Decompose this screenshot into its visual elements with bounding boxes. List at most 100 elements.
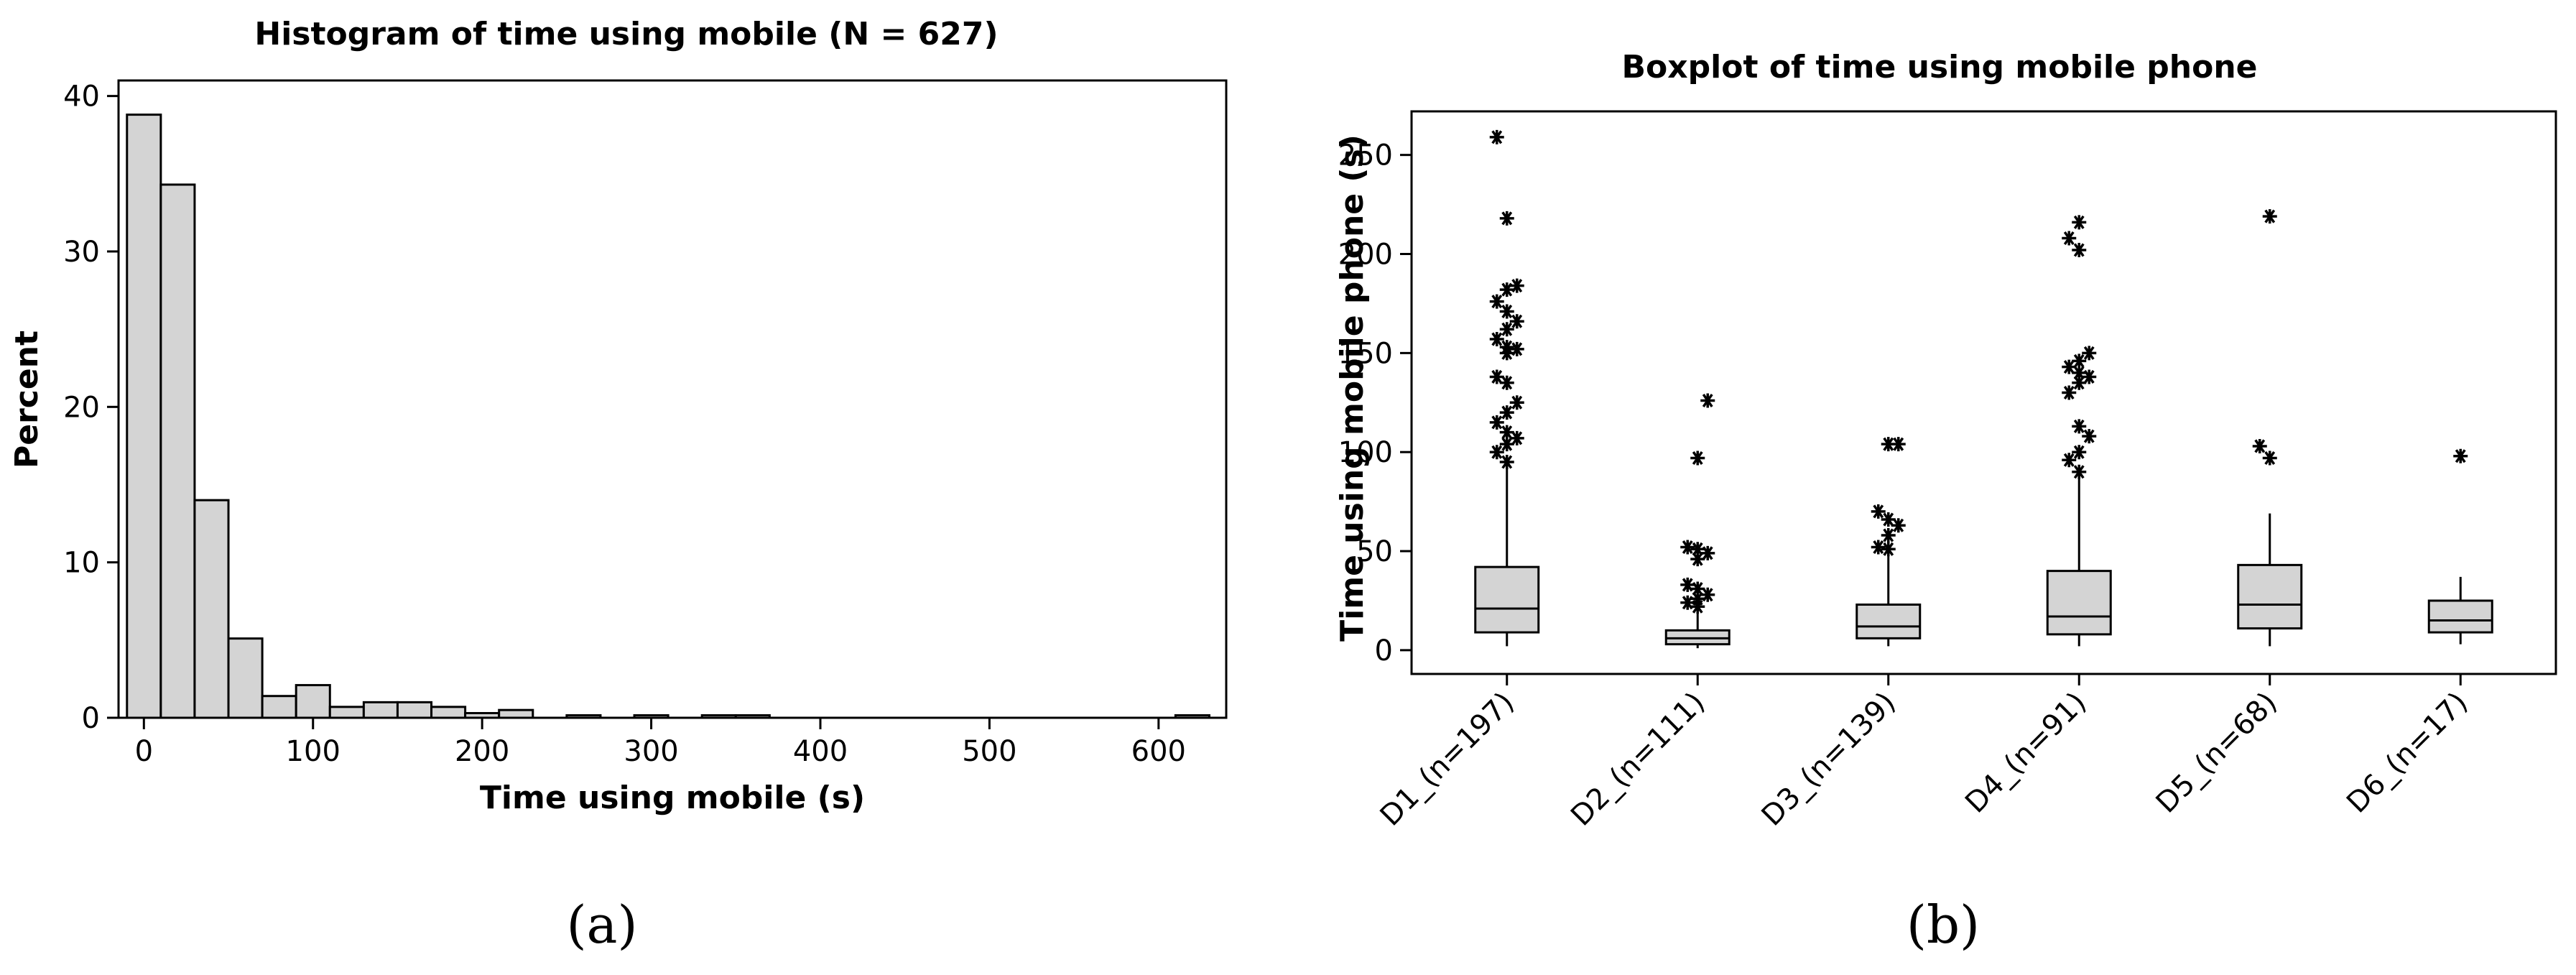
boxplot-outlier-point (1690, 552, 1705, 567)
boxplot-outlier-point (1499, 375, 1514, 390)
boxplot-outlier-point (1489, 129, 1504, 144)
boxplot-outlier-point (2072, 365, 2087, 380)
boxplot-outlier-point (1680, 577, 1695, 592)
boxplot-outlier-point (1499, 304, 1514, 319)
panel-label-a: (a) (566, 895, 637, 955)
boxplot-outlier-point (2082, 369, 2097, 384)
histogram-x-tick-label: 100 (286, 735, 340, 768)
histogram-x-tick-label: 0 (135, 735, 153, 768)
boxplot-outlier-point (1499, 282, 1514, 297)
boxplot-outlier-point (1489, 294, 1504, 309)
boxplot-boxes (1474, 129, 2493, 649)
boxplot-box-group (1855, 437, 1922, 647)
boxplot-outlier-point (1690, 581, 1705, 596)
boxplot-y-tick-label: 0 (1375, 634, 1393, 667)
histogram-bars (126, 114, 1210, 719)
boxplot-category-label: D1_(n=197) (1374, 686, 1521, 833)
histogram-y-tick-label: 30 (63, 236, 100, 269)
boxplot-outlier-point (1881, 437, 1896, 452)
boxplot-box (1474, 565, 1540, 634)
histogram-bar (126, 114, 162, 719)
boxplot-outlier-point (1881, 512, 1896, 527)
boxplot-outlier-point (1509, 314, 1524, 329)
boxplot-panel: Boxplot of time using mobile phone 0 50 10… (1334, 49, 2557, 955)
boxplot-category-label: D2_(n=111) (1565, 686, 1711, 833)
histogram-y-tick-label: 0 (82, 702, 100, 735)
boxplot-box-group (1474, 129, 1540, 647)
boxplot-outlier-point (1680, 540, 1695, 555)
boxplot-outlier-point (1881, 542, 1896, 557)
boxplot-outlier-point (2062, 359, 2077, 374)
boxplot-outlier-point (2453, 448, 2468, 463)
boxplot-outlier-point (2252, 438, 2267, 453)
boxplot-box (2237, 563, 2303, 630)
boxplot-y-tick-label: 150 (1338, 337, 1393, 370)
boxplot-outlier-point (2072, 445, 2087, 460)
histogram-x-tick-label: 400 (793, 735, 848, 768)
histogram-title: Histogram of time using mobile (N = 627) (254, 16, 998, 52)
boxplot-outlier-point (1499, 405, 1514, 420)
histogram-frame (117, 79, 1228, 719)
histogram-panel: Histogram of time using mobile (N = 627)… (9, 16, 1228, 955)
boxplot-outlier-point (1680, 595, 1695, 610)
histogram-bar (362, 701, 399, 719)
boxplot-category-label: D3_(n=139) (1756, 686, 1902, 833)
boxplot-box-group (2427, 448, 2493, 644)
boxplot-outlier-point (1509, 430, 1524, 445)
boxplot-box (2427, 599, 2493, 634)
boxplot-outlier-point (1509, 395, 1524, 410)
histogram-bar (193, 499, 230, 719)
boxplot-outlier-point (1499, 340, 1514, 355)
boxplot-outlier-point (2072, 375, 2087, 390)
boxplot-outlier-point (1489, 332, 1504, 347)
boxplot-frame (1410, 110, 2557, 675)
boxplot-title: Boxplot of time using mobile phone (1622, 49, 2258, 86)
boxplot-outlier-point (1499, 425, 1514, 440)
boxplot-category-label: D5_(n=68) (2150, 686, 2284, 820)
boxplot-y-tick-label: 200 (1338, 239, 1393, 272)
boxplot-outlier-point (1489, 445, 1504, 460)
boxplot-outlier-point (1700, 587, 1715, 602)
boxplot-outlier-point (1690, 591, 1705, 606)
boxplot-outlier-point (2082, 429, 2097, 444)
boxplot-box-group (2237, 209, 2303, 647)
histogram-bar (295, 684, 331, 719)
boxplot-outlier-point (1871, 540, 1886, 555)
boxplot-outlier-point (1690, 450, 1705, 466)
boxplot-outlier-point (1690, 542, 1705, 557)
boxplot-outlier-point (1499, 454, 1514, 469)
boxplot-outlier-point (1509, 278, 1524, 293)
boxplot-outlier-point (1489, 369, 1504, 384)
boxplot-outlier-point (1891, 518, 1906, 533)
boxplot-outlier-point (2072, 242, 2087, 257)
boxplot-y-tick-label: 250 (1338, 139, 1393, 172)
histogram-x-axis-label: Time using mobile (s) (480, 780, 865, 816)
boxplot-outlier-point (2062, 385, 2077, 400)
boxplot-outlier-point (1499, 322, 1514, 337)
histogram-bar (430, 706, 467, 719)
boxplot-outlier-point (1700, 393, 1715, 408)
boxplot-outlier-point (2262, 450, 2277, 466)
boxplot-outlier-point (1509, 341, 1524, 356)
boxplot-outlier-point (1499, 437, 1514, 452)
histogram-bar (498, 708, 534, 719)
histogram-x-tick-label: 600 (1131, 735, 1186, 768)
histogram-bar (396, 701, 433, 719)
boxplot-outlier-point (2072, 215, 2087, 230)
boxplot-x-ticks: D1_(n=197) D2_(n=111) D3_(n=139) D4_(n=91) D… (1374, 674, 2474, 833)
histogram-y-tick-label: 10 (63, 547, 100, 580)
histogram-x-tick-label: 500 (962, 735, 1016, 768)
boxplot-outlier-point (2072, 464, 2087, 479)
histogram-y-ticks: 0 10 20 30 40 (63, 80, 119, 735)
boxplot-outlier-point (2082, 346, 2097, 361)
boxplot-outlier-point (1871, 504, 1886, 519)
histogram-bar (159, 183, 196, 719)
boxplot-outlier-point (2072, 419, 2087, 434)
boxplot-outlier-point (1881, 528, 1896, 543)
histogram-x-ticks: 0 100 200 300 400 500 600 (135, 718, 1186, 768)
boxplot-y-ticks: 0 50 100 150 200 250 (1338, 139, 1412, 667)
boxplot-category-label: D4_(n=91) (1959, 686, 2093, 820)
histogram-x-tick-label: 200 (455, 735, 509, 768)
histogram-y-tick-label: 40 (63, 80, 100, 114)
